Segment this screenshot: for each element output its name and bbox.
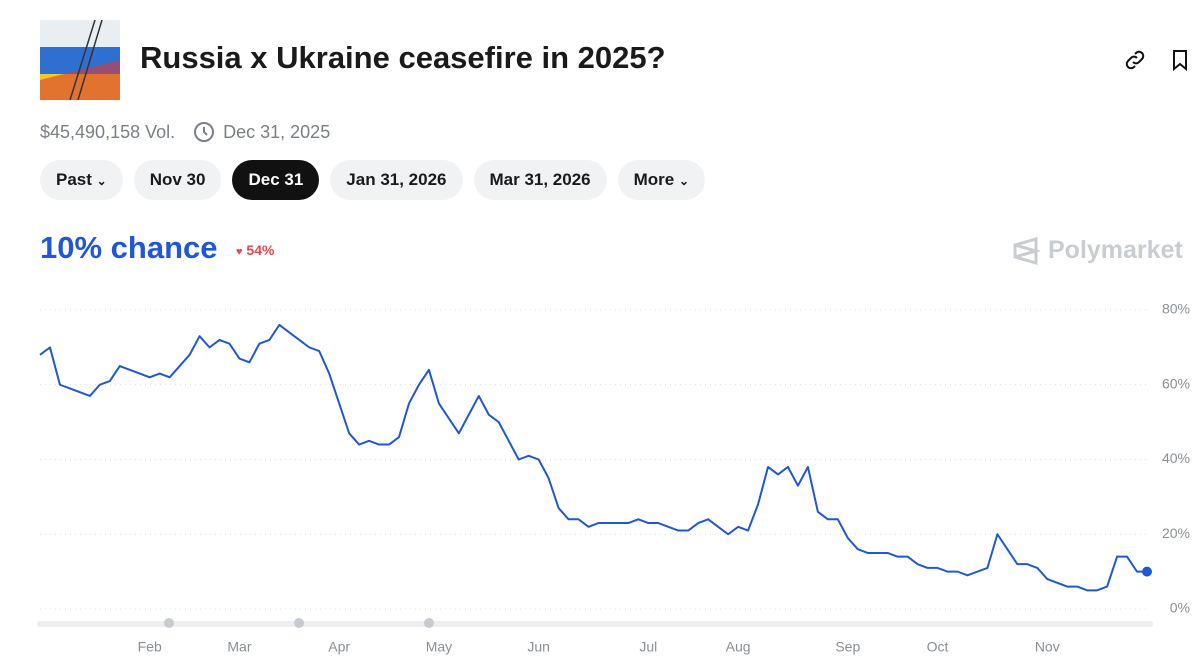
date-tab[interactable]: Dec 31 <box>232 160 320 200</box>
x-tick-label: Jul <box>639 639 657 655</box>
date-tab[interactable]: Jan 31, 2026 <box>330 160 463 200</box>
x-tick-label: Feb <box>138 639 162 655</box>
x-tick-label: Aug <box>726 639 751 655</box>
x-tick-label: Apr <box>328 639 350 655</box>
y-tick-label: 20% <box>1162 525 1190 541</box>
chance: 10% chance <box>40 230 218 265</box>
clock-icon <box>194 122 215 142</box>
x-tick-label: Oct <box>927 639 949 655</box>
brand: Polymarket <box>1012 236 1183 265</box>
date-tab[interactable]: More ⌄ <box>617 160 706 200</box>
volume: $45,490,158 Vol. <box>40 121 176 142</box>
y-tick-label: 0% <box>1170 600 1190 616</box>
current-point <box>1142 566 1152 577</box>
link-button[interactable] <box>1123 48 1147 72</box>
y-tick-label: 80% <box>1162 301 1190 317</box>
slider-dot <box>164 618 174 628</box>
date-tabs: Past ⌄ Nov 30 Dec 31 Jan 31, 2026 Mar 31, 20… <box>40 160 706 200</box>
x-tick-label: Sep <box>835 639 860 655</box>
market-title: Russia x Ukraine ceasefire in 2025? <box>140 40 666 75</box>
y-tick-label: 60% <box>1162 375 1190 391</box>
market-icon <box>40 20 120 100</box>
x-tick-label: May <box>426 639 452 655</box>
date-tab[interactable]: Mar 31, 2026 <box>473 160 607 200</box>
slider-dot <box>294 618 304 628</box>
date-tab[interactable]: Past ⌄ <box>40 160 123 200</box>
change: ♥ 54% <box>236 242 275 258</box>
date-tab[interactable]: Nov 30 <box>133 160 222 200</box>
bookmark-button[interactable] <box>1168 48 1192 72</box>
x-tick-label: Mar <box>227 639 251 655</box>
x-tick-label: Nov <box>1035 639 1060 655</box>
x-tick-label: Jun <box>527 639 550 655</box>
market-meta: $45,490,158 Vol. Dec 31, 2025 <box>40 121 330 143</box>
slider-dot <box>424 618 434 628</box>
y-tick-label: 40% <box>1162 450 1190 466</box>
brand-name: Polymarket <box>1048 236 1183 264</box>
change-value: 54% <box>246 242 275 258</box>
price-line <box>39 323 1147 592</box>
brand-logo <box>1013 236 1040 265</box>
end-date: Dec 31, 2025 <box>223 121 331 142</box>
